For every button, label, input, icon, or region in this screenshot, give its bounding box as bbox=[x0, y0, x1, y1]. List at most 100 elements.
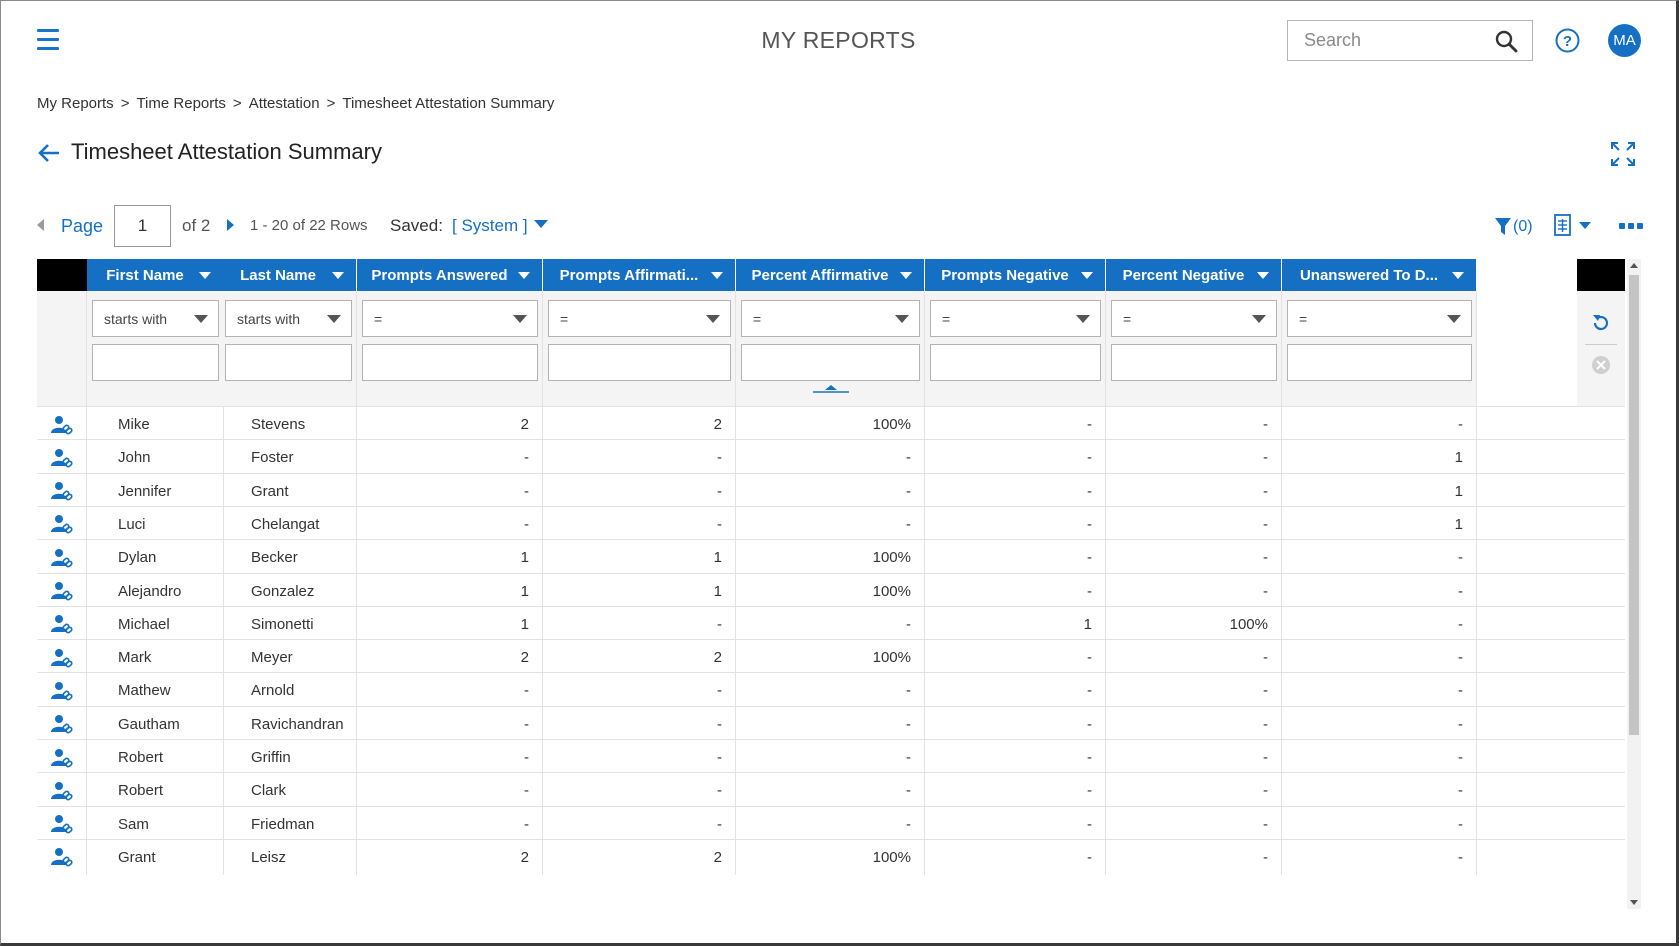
table-cell: 2 bbox=[357, 640, 543, 676]
search-input[interactable] bbox=[1304, 30, 1494, 51]
svg-text:?: ? bbox=[1563, 33, 1572, 50]
column-filter: = bbox=[736, 291, 925, 406]
filter-operator-select[interactable]: starts with bbox=[225, 300, 352, 337]
column-menu-icon[interactable] bbox=[711, 272, 723, 279]
vertical-scrollbar[interactable] bbox=[1627, 259, 1641, 909]
column-header[interactable]: Prompts Negative bbox=[925, 259, 1106, 291]
user-link-icon[interactable] bbox=[37, 407, 87, 442]
user-link-icon[interactable] bbox=[37, 640, 87, 676]
chevron-down-icon[interactable] bbox=[534, 220, 548, 228]
table-cell: - bbox=[1106, 473, 1282, 509]
column-menu-icon[interactable] bbox=[1452, 272, 1464, 279]
user-link-icon[interactable] bbox=[37, 740, 87, 775]
filter-value-input[interactable] bbox=[225, 344, 352, 381]
breadcrumb-item[interactable]: My Reports bbox=[37, 95, 114, 112]
scroll-down-icon[interactable] bbox=[1630, 900, 1638, 905]
column-menu-icon[interactable] bbox=[518, 272, 530, 279]
table-cell: - bbox=[1106, 540, 1282, 576]
clear-filters-icon[interactable] bbox=[1591, 355, 1611, 375]
filter-value-input[interactable] bbox=[92, 344, 219, 381]
expand-icon[interactable] bbox=[1610, 141, 1636, 167]
column-menu-icon[interactable] bbox=[900, 272, 912, 279]
table-cell: 2 bbox=[543, 839, 736, 875]
hamburger-menu-icon[interactable] bbox=[37, 29, 59, 51]
filter-operator-select[interactable]: = bbox=[362, 300, 538, 337]
table-cell: - bbox=[925, 440, 1106, 476]
breadcrumb-item[interactable]: Attestation bbox=[248, 95, 320, 112]
search-box[interactable] bbox=[1287, 20, 1533, 61]
column-header[interactable]: Percent Affirmative bbox=[736, 259, 925, 291]
filter-operator-select[interactable]: starts with bbox=[92, 300, 219, 337]
export-icon[interactable] bbox=[1553, 213, 1595, 239]
filter-value-input[interactable] bbox=[548, 344, 731, 381]
filter-operator-select[interactable]: = bbox=[1111, 300, 1277, 337]
user-link-icon[interactable] bbox=[37, 806, 87, 842]
avatar[interactable]: MA bbox=[1608, 24, 1641, 57]
column-header[interactable]: Prompts Affirmati... bbox=[543, 259, 736, 291]
user-link-icon[interactable] bbox=[37, 673, 87, 709]
breadcrumb-item[interactable]: Time Reports bbox=[136, 95, 226, 112]
scroll-up-icon[interactable] bbox=[1630, 263, 1638, 268]
column-menu-icon[interactable] bbox=[1257, 272, 1269, 279]
column-menu-icon[interactable] bbox=[332, 272, 344, 279]
table-cell: 2 bbox=[543, 407, 736, 442]
page-number-input[interactable] bbox=[114, 205, 171, 247]
table-row[interactable]: Gautham Ravichandran - - - - - - bbox=[37, 705, 1625, 742]
saved-view-dropdown[interactable]: [ System ] bbox=[452, 216, 528, 235]
filter-operator-select[interactable]: = bbox=[930, 300, 1101, 337]
column-header[interactable]: Prompts Answered bbox=[357, 259, 543, 291]
user-link-icon[interactable] bbox=[37, 706, 87, 742]
user-link-icon[interactable] bbox=[37, 473, 87, 509]
more-options-icon[interactable] bbox=[1619, 223, 1643, 229]
user-link-icon[interactable] bbox=[37, 540, 87, 576]
filter-operator-select[interactable]: = bbox=[1287, 300, 1472, 337]
column-header[interactable]: Unanswered To D... bbox=[1282, 259, 1477, 291]
reset-filters-icon[interactable] bbox=[1591, 313, 1611, 333]
table-row[interactable]: Luci Chelangat - - - - -1 bbox=[37, 505, 1625, 542]
table-row[interactable]: Jennifer Grant - - - - -1 bbox=[37, 472, 1625, 509]
help-icon[interactable]: ? bbox=[1555, 28, 1580, 53]
column-header[interactable]: Last Name bbox=[220, 259, 357, 291]
user-link-icon[interactable] bbox=[37, 773, 87, 809]
table-row[interactable]: Robert Griffin - - - - - - bbox=[37, 739, 1625, 775]
table-cell: - bbox=[925, 673, 1106, 709]
table-cell: - bbox=[925, 540, 1106, 576]
back-arrow-icon[interactable] bbox=[37, 141, 61, 165]
column-header[interactable]: First Name bbox=[87, 259, 224, 291]
table-row[interactable]: Mark Meyer 2 2 100% - - - bbox=[37, 639, 1625, 676]
table-row[interactable]: Michael Simonetti 1- -1 100% - bbox=[37, 605, 1625, 642]
filter-operator-select[interactable]: = bbox=[741, 300, 920, 337]
user-link-icon[interactable] bbox=[37, 573, 87, 609]
filter-value-input[interactable] bbox=[741, 344, 920, 381]
sort-ascending-icon[interactable] bbox=[813, 383, 849, 393]
search-icon[interactable] bbox=[1494, 29, 1518, 53]
user-link-icon[interactable] bbox=[37, 440, 87, 476]
table-row[interactable]: John Foster - - - - -1 bbox=[37, 439, 1625, 476]
table-row[interactable]: Grant Leisz 2 2 100% - - - bbox=[37, 838, 1625, 875]
filter-value-input[interactable] bbox=[930, 344, 1101, 381]
column-menu-icon[interactable] bbox=[199, 272, 211, 279]
prev-page-icon[interactable] bbox=[37, 219, 44, 231]
column-menu-icon[interactable] bbox=[1081, 272, 1093, 279]
user-link-icon[interactable] bbox=[37, 606, 87, 642]
table-cell: Stevens bbox=[220, 407, 357, 442]
filter-button[interactable]: (0) bbox=[1495, 215, 1533, 239]
table-row[interactable]: Mike Stevens 2 2 100% - - - bbox=[37, 406, 1625, 442]
table-row[interactable]: Robert Clark - - - - - - bbox=[37, 772, 1625, 809]
filter-value-input[interactable] bbox=[362, 344, 538, 381]
filter-value-input[interactable] bbox=[1287, 344, 1472, 381]
table-row[interactable]: Mathew Arnold - - - - - - bbox=[37, 672, 1625, 709]
table-cell: - bbox=[543, 706, 736, 742]
column-header[interactable]: Percent Negative bbox=[1106, 259, 1282, 291]
scrollbar-thumb[interactable] bbox=[1629, 275, 1639, 735]
table-cell: Gautham bbox=[87, 706, 224, 742]
user-link-icon[interactable] bbox=[37, 839, 87, 875]
filter-operator-select[interactable]: = bbox=[548, 300, 731, 337]
filter-value-input[interactable] bbox=[1111, 344, 1277, 381]
table-row[interactable]: Sam Friedman - - - - - - bbox=[37, 805, 1625, 842]
table-row[interactable]: Dylan Becker 1 1 100% - - - bbox=[37, 539, 1625, 576]
next-page-icon[interactable] bbox=[227, 219, 234, 231]
table-cell: 1 bbox=[1282, 440, 1477, 476]
table-row[interactable]: Alejandro Gonzalez 1 1 100% - - - bbox=[37, 572, 1625, 609]
user-link-icon[interactable] bbox=[37, 506, 87, 542]
